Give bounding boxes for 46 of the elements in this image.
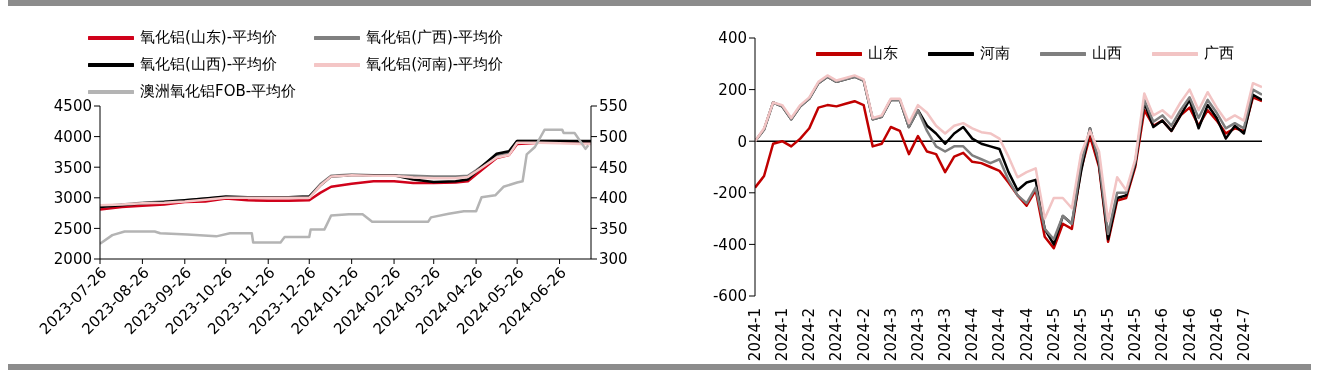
legend-label: 氧化铝(山东)-平均价 xyxy=(140,28,278,47)
x-tick-label: 2024-6 xyxy=(1180,308,1199,362)
legend-label: 氧化铝(广西)-平均价 xyxy=(366,28,504,47)
y2-tick-label: 550 xyxy=(599,97,628,116)
y2-tick-label: 400 xyxy=(599,189,628,208)
legend-label: 山东 xyxy=(868,44,898,63)
legend-label: 山西 xyxy=(1092,44,1122,63)
y-tick-label: 200 xyxy=(718,80,747,99)
x-tick-label: 2024-3 xyxy=(908,308,927,362)
legend-label: 氧化铝(河南)-平均价 xyxy=(366,55,504,74)
x-tick-label: 2024-2 xyxy=(827,308,846,362)
y2-tick-label: 450 xyxy=(599,158,628,177)
legend-label: 澳洲氧化铝FOB-平均价 xyxy=(140,82,297,101)
y2-tick-label: 350 xyxy=(599,219,628,238)
x-tick-label: 2024-4 xyxy=(990,308,1009,362)
x-tick-label: 2024-7 xyxy=(1234,308,1253,362)
x-tick-label: 2024-2 xyxy=(800,308,819,362)
y-tick-label: -600 xyxy=(712,287,747,306)
y-tick-label: 4500 xyxy=(53,97,92,116)
x-tick-label: 2024-3 xyxy=(936,308,955,362)
x-tick-label: 2024-6 xyxy=(1207,308,1226,362)
x-tick-label: 2024-5 xyxy=(1044,308,1063,362)
y-tick-label: 3500 xyxy=(53,158,92,177)
x-tick-label: 2024-4 xyxy=(963,308,982,362)
x-tick-label: 2024-1 xyxy=(746,308,764,362)
x-tick-label: 2024-5 xyxy=(1099,308,1118,362)
legend-label: 氧化铝(山西)-平均价 xyxy=(140,55,278,74)
y-tick-label: -200 xyxy=(712,184,747,203)
y-tick-label: -400 xyxy=(712,235,747,254)
x-tick-label: 2024-5 xyxy=(1071,308,1090,362)
y-tick-label: 400 xyxy=(718,29,747,48)
legend-label: 广西 xyxy=(1204,44,1234,63)
y-tick-label: 2000 xyxy=(53,250,92,269)
x-tick-label: 2024-4 xyxy=(1017,308,1036,362)
y2-tick-label: 300 xyxy=(599,250,628,269)
y2-tick-label: 500 xyxy=(599,127,628,146)
y-tick-label: 3000 xyxy=(53,189,92,208)
y-tick-label: 2500 xyxy=(53,219,92,238)
legend-label: 河南 xyxy=(980,44,1010,63)
x-tick-label: 2024-5 xyxy=(1126,308,1145,362)
y-tick-label: 4000 xyxy=(53,127,92,146)
x-tick-label: 2024-6 xyxy=(1153,308,1172,362)
x-tick-label: 2024-2 xyxy=(854,308,873,362)
x-tick-label: 2024-3 xyxy=(881,308,900,362)
x-tick-label: 2024-1 xyxy=(773,308,792,362)
y-tick-label: 0 xyxy=(737,132,747,151)
